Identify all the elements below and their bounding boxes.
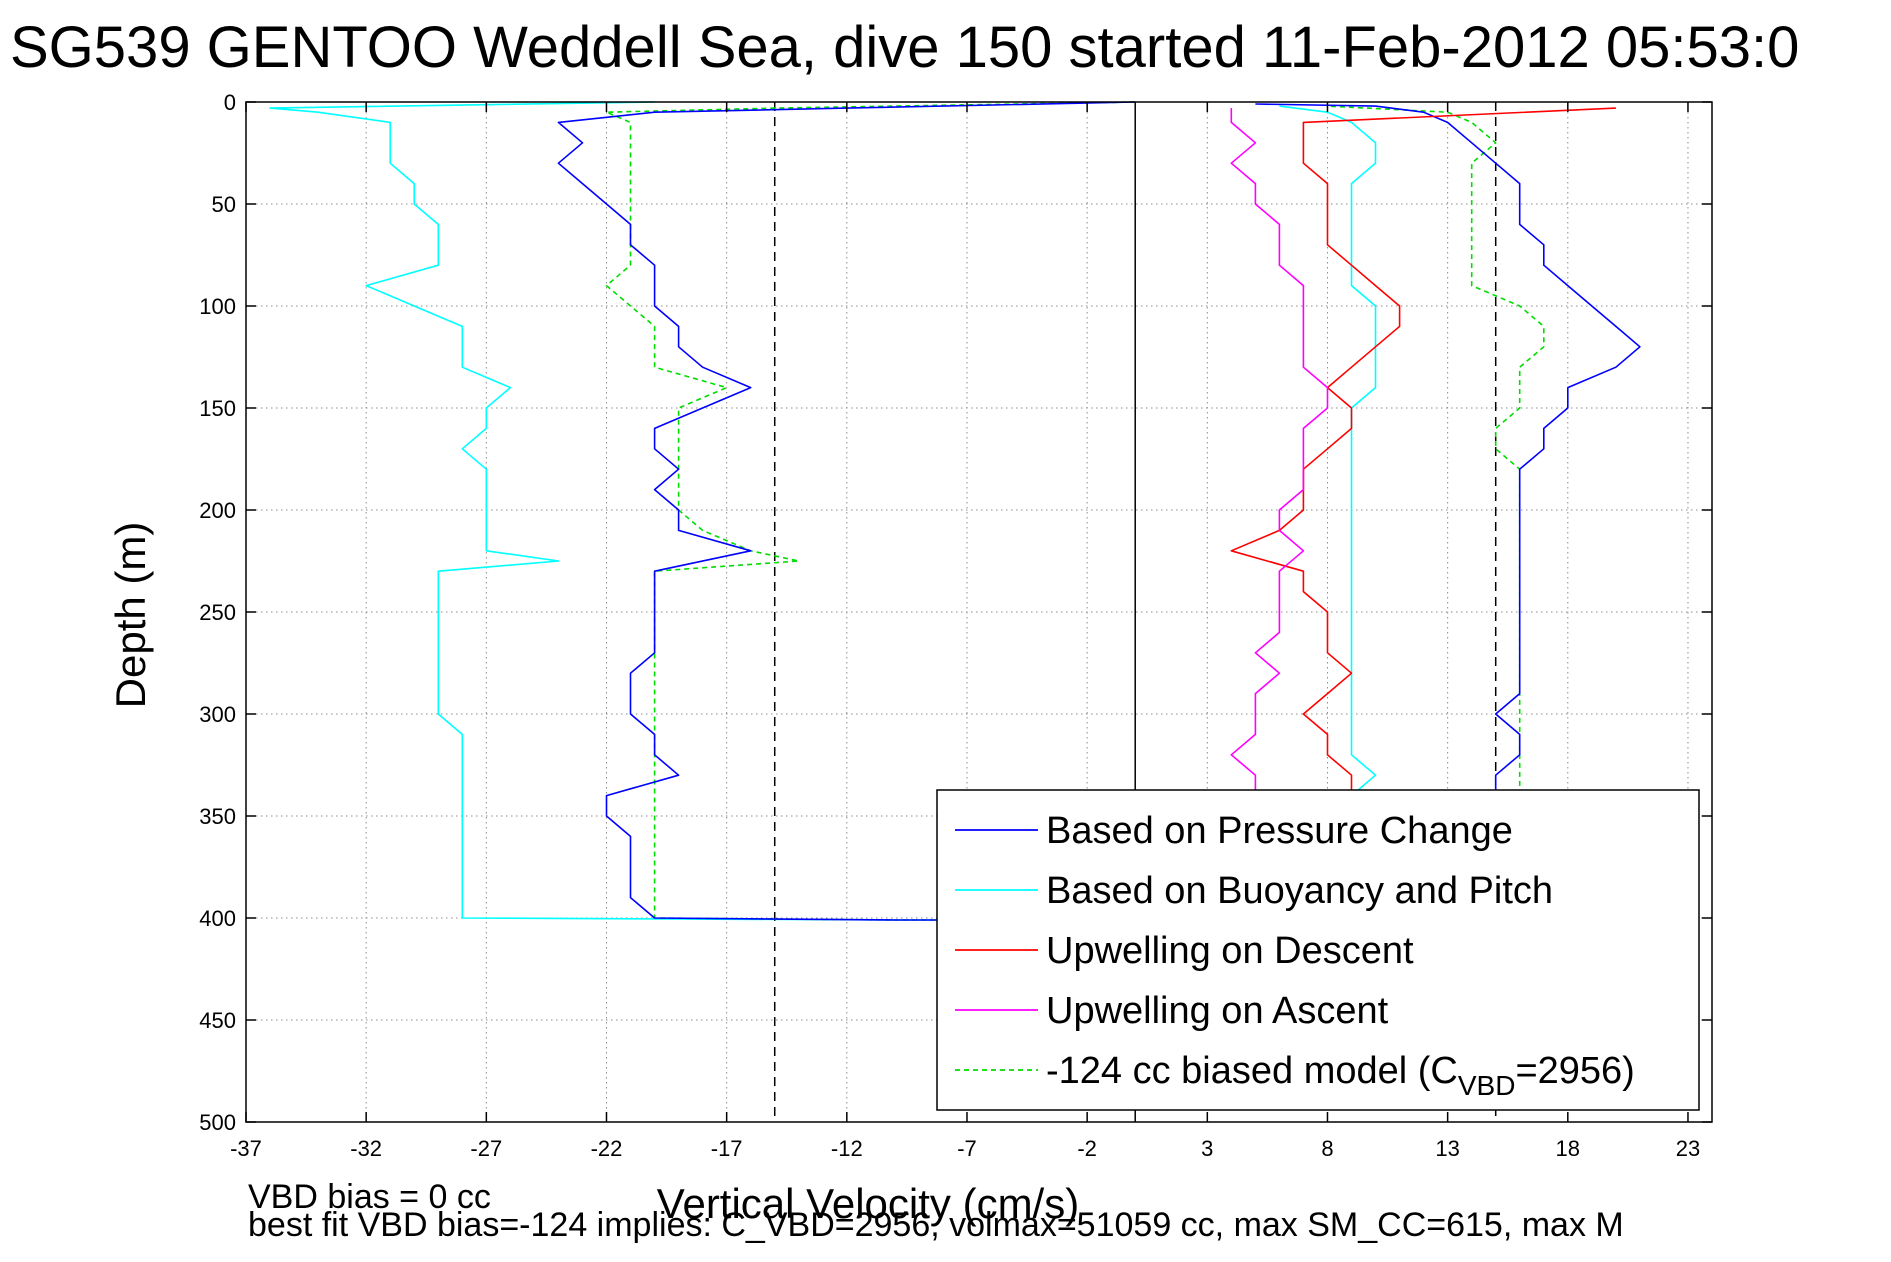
- x-tick-label: -2: [1077, 1136, 1097, 1161]
- x-tick-label: -32: [350, 1136, 382, 1161]
- legend[interactable]: Based on Pressure Change Based on Buoyanc…: [936, 789, 1700, 1111]
- series-line-upwelling-descent: [1230, 107, 1616, 817]
- x-tick-label: 8: [1321, 1136, 1333, 1161]
- y-tick-label: 350: [199, 804, 236, 829]
- x-tick-label: -12: [831, 1136, 863, 1161]
- y-tick-label: 150: [199, 396, 236, 421]
- x-tick-label: -22: [591, 1136, 623, 1161]
- y-axis-ticks: 0 50 100 150 200 250 300 350 400 450 500: [199, 90, 1712, 1135]
- x-tick-label: 23: [1676, 1136, 1700, 1161]
- legend-label: Upwelling on Descent: [1046, 930, 1414, 972]
- y-tick-label: 250: [199, 600, 236, 625]
- y-tick-label: 100: [199, 294, 236, 319]
- y-tick-label: 300: [199, 702, 236, 727]
- y-tick-label: 200: [199, 498, 236, 523]
- footer-best-fit: best fit VBD bias=-124 implies: C_VBD=29…: [248, 1206, 1624, 1244]
- y-tick-label: 500: [199, 1110, 236, 1135]
- x-tick-label: -7: [957, 1136, 977, 1161]
- x-tick-label: 18: [1556, 1136, 1580, 1161]
- legend-label: Based on Buoyancy and Pitch: [1046, 870, 1553, 912]
- footer-vbd-bias: VBD bias = 0 cc: [248, 1178, 491, 1216]
- x-tick-label: -37: [230, 1136, 262, 1161]
- legend-items: Based on Pressure Change Based on Buoyanc…: [955, 810, 1635, 1101]
- x-tick-label: -17: [711, 1136, 743, 1161]
- x-axis-ticks: -37 -32 -27 -22 -17 -12 -7 -2 3 8 13 18 23: [230, 102, 1700, 1161]
- legend-box: [936, 789, 1700, 1111]
- y-tick-label: 400: [199, 906, 236, 931]
- series-line-buoyancy-pitch: [269, 101, 1377, 921]
- legend-label: -124 cc biased model (CVBD=2956): [1046, 1050, 1635, 1101]
- legend-label: Based on Pressure Change: [1046, 810, 1513, 852]
- y-tick-label: 0: [224, 90, 236, 115]
- y-tick-label: 450: [199, 1008, 236, 1033]
- y-axis-label: Depth (m): [107, 522, 154, 709]
- series-line-upwelling-ascent: [1230, 108, 1329, 817]
- x-tick-label: 3: [1201, 1136, 1213, 1161]
- chart-title: SG539 GENTOO Weddell Sea, dive 150 start…: [10, 15, 1799, 80]
- x-axis-label: Vertical Velocity (cm/s): [657, 1180, 1079, 1227]
- x-tick-label: 13: [1435, 1136, 1459, 1161]
- legend-label: Upwelling on Ascent: [1046, 990, 1389, 1032]
- x-tick-label: -27: [470, 1136, 502, 1161]
- series-line-pressure-change: [557, 101, 1641, 921]
- series-group: [269, 101, 1641, 921]
- y-tick-label: 50: [212, 192, 236, 217]
